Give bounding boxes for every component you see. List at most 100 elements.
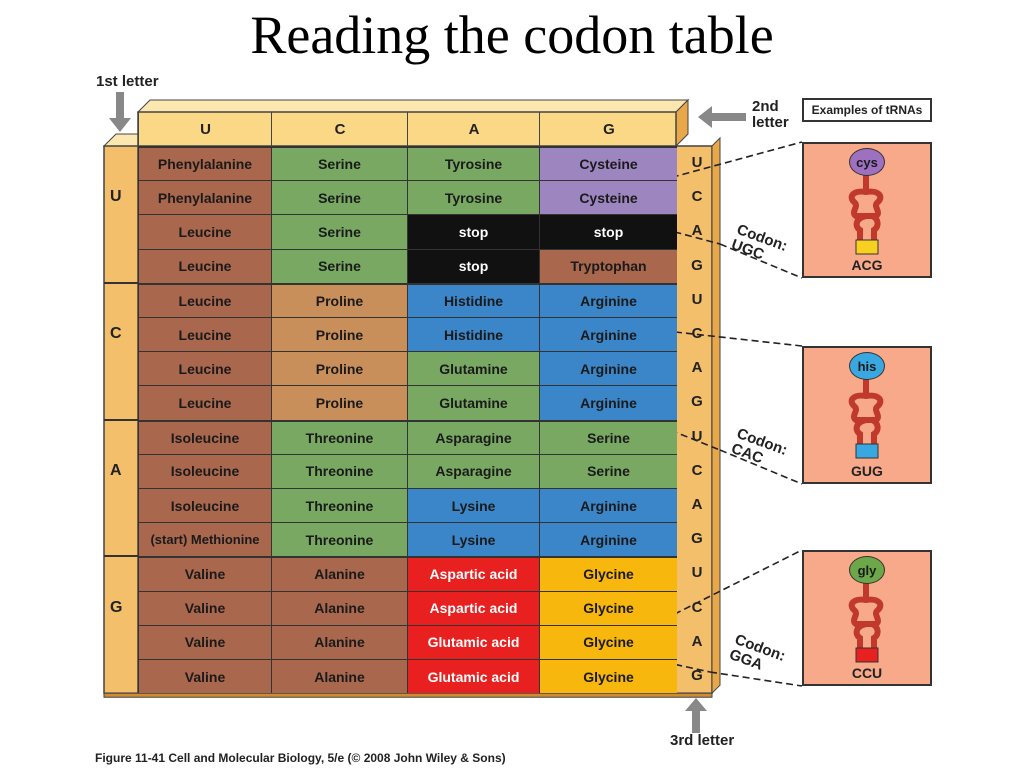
third-letter: A — [691, 496, 703, 513]
first-letter-g: G — [110, 598, 123, 616]
codon-cell: Arginine — [539, 282, 677, 317]
anticodon-label: GUG — [851, 463, 883, 479]
codon-cell: Glutamic acid — [407, 659, 539, 694]
header-top-face — [136, 99, 690, 113]
trna-example-his: his GUG — [802, 346, 932, 484]
codon-cell: Aspartic acid — [407, 590, 539, 625]
first-letter-divider — [104, 555, 138, 558]
codon-cell: Glycine — [539, 624, 677, 659]
codon-cell: stop — [539, 214, 677, 249]
third-letter: G — [691, 667, 703, 684]
third-letter: C — [691, 188, 703, 206]
first-letter-u: U — [110, 188, 122, 206]
amino-acid-label: gly — [849, 556, 885, 584]
codon-cell: Glycine — [539, 556, 677, 591]
codon-cell: Serine — [539, 453, 677, 488]
first-letter-divider — [104, 281, 138, 284]
second-letter-label: 2nd letter — [752, 98, 789, 131]
codon-cell: Glycine — [539, 659, 677, 694]
examples-of-trnas-label: Examples of tRNAs — [802, 98, 932, 122]
third-letter-arrow — [685, 698, 707, 733]
codon-cell: Glutamine — [407, 385, 539, 420]
codon-cell: Lysine — [407, 522, 539, 557]
third-letter: A — [691, 632, 703, 650]
codon-cell: Arginine — [539, 351, 677, 386]
page-title: Reading the codon table — [250, 5, 774, 65]
codon-cell: Asparagine — [407, 419, 539, 454]
codon-cell: Isoleucine — [138, 419, 271, 454]
anticodon-label: CCU — [851, 665, 883, 681]
codon-cell: Cysteine — [539, 180, 677, 215]
codon-cell: Glutamine — [407, 351, 539, 386]
codon-cell: Valine — [138, 590, 271, 625]
first-letter-divider — [104, 418, 138, 421]
codon-cell: Histidine — [407, 282, 539, 317]
third-letter: A — [691, 359, 703, 377]
third-letter: A — [691, 222, 703, 240]
third-letter-label: 3rd letter — [670, 732, 735, 749]
third-letter: G — [691, 530, 703, 548]
second-letter-c: C — [271, 112, 408, 146]
trna-shape-icon — [848, 375, 884, 459]
third-letter: G — [691, 256, 703, 274]
codon-cell: Valine — [138, 659, 271, 694]
trna-shape-icon — [848, 579, 884, 663]
codon-cell: Alanine — [271, 624, 407, 659]
codon-cell: Threonine — [271, 488, 407, 523]
codon-cell: Leucine — [138, 282, 271, 317]
codon-cell: Proline — [271, 282, 407, 317]
connector-line — [634, 549, 803, 635]
second-letter-g: G — [539, 112, 678, 146]
codon-cell: Serine — [271, 214, 407, 249]
arrows — [109, 92, 746, 733]
codon-cell: Valine — [138, 556, 271, 591]
third-letter-right-face — [711, 136, 721, 695]
third-letter: C — [691, 461, 703, 479]
codon-cell: Phenylalanine — [138, 146, 271, 181]
codon-cell: Proline — [271, 317, 407, 352]
trna-example-cys: cys ACG — [802, 142, 932, 278]
third-letter: G — [691, 393, 703, 411]
codon-cell: Threonine — [271, 522, 407, 557]
codon-cell: Leucine — [138, 385, 271, 420]
codon-cell: Tyrosine — [407, 146, 539, 181]
connector-line — [719, 449, 803, 485]
codon-cell: Serine — [271, 180, 407, 215]
anticodon-label: ACG — [851, 257, 883, 273]
codon-cell: Asparagine — [407, 453, 539, 488]
first-letter-c: C — [110, 325, 122, 343]
codon-cell: Glycine — [539, 590, 677, 625]
connector-line — [709, 671, 803, 687]
third-letter: U — [691, 564, 703, 582]
third-letter: C — [691, 598, 703, 616]
codon-cell: (start) Methionine — [138, 522, 271, 557]
codon-cell: Histidine — [407, 317, 539, 352]
codon-cell: Arginine — [539, 385, 677, 420]
side-top-face — [102, 133, 139, 147]
codon-cell: Isoleucine — [138, 453, 271, 488]
second-letter-arrow — [698, 106, 746, 128]
codon-cell: Aspartic acid — [407, 556, 539, 591]
table-bottom-face — [103, 692, 713, 698]
second-letter-a: A — [407, 112, 540, 146]
first-letter-a: A — [110, 462, 122, 479]
codon-cell: Alanine — [271, 556, 407, 591]
connector-line — [599, 211, 721, 245]
codon-cell: Leucine — [138, 317, 271, 352]
third-letter: U — [691, 290, 703, 308]
codon-cell: Valine — [138, 624, 271, 659]
codon-cell: Leucine — [138, 248, 271, 283]
codon-cell: Proline — [271, 351, 407, 386]
amino-acid-label: cys — [849, 148, 885, 176]
trna-example-gly: gly CCU — [802, 550, 932, 686]
trna-shape-icon — [848, 171, 884, 255]
codon-cell: Proline — [271, 385, 407, 420]
codon-cell: Serine — [271, 248, 407, 283]
third-letter: C — [691, 325, 703, 342]
third-letter: U — [691, 154, 703, 171]
first-letter-arrow — [109, 92, 131, 132]
codon-cell: Cysteine — [539, 146, 677, 181]
second-letter-u: U — [138, 112, 272, 146]
codon-cell: Serine — [539, 419, 677, 454]
codon-cell: Tyrosine — [407, 180, 539, 215]
